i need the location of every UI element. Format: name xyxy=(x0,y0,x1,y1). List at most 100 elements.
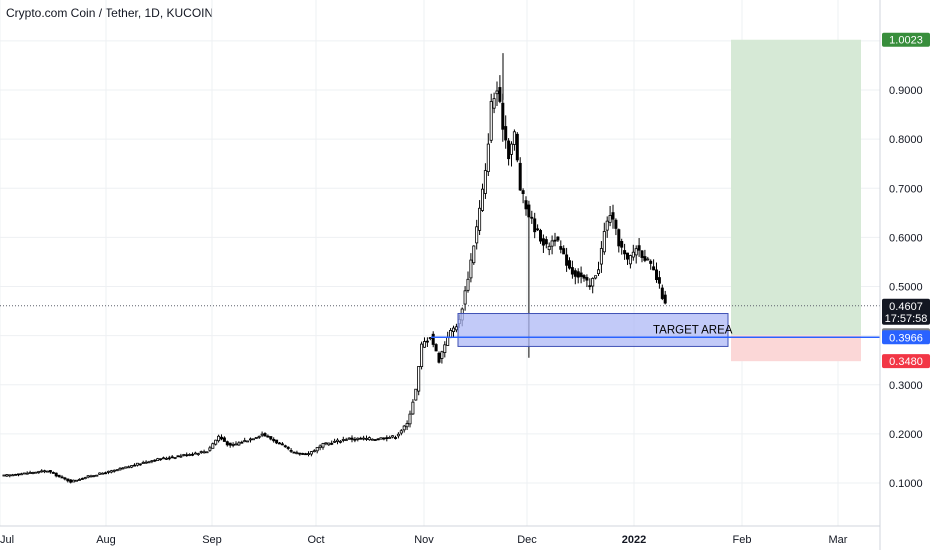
candle-body xyxy=(634,248,638,256)
candle-body xyxy=(568,260,572,269)
candle-body xyxy=(115,469,119,472)
candle-body xyxy=(31,472,35,474)
candle-body xyxy=(498,87,502,102)
candle-body xyxy=(104,472,108,475)
candle-body xyxy=(77,479,81,481)
candle-body xyxy=(521,190,525,195)
candle-body xyxy=(588,285,592,288)
candle-body xyxy=(22,472,26,475)
x-tick-label: Aug xyxy=(96,534,116,546)
candle-body xyxy=(495,90,499,95)
candle-body xyxy=(475,226,479,244)
candle-body xyxy=(559,246,563,250)
candle-body xyxy=(80,478,84,480)
candle-body xyxy=(518,162,522,191)
candle-body xyxy=(657,277,661,284)
candle-body xyxy=(150,460,154,463)
candle-body xyxy=(106,470,110,473)
candle-body xyxy=(11,474,15,477)
candle-body xyxy=(144,461,148,464)
candle-body xyxy=(309,451,313,455)
candle-body xyxy=(46,470,50,473)
candle-body xyxy=(446,337,450,346)
candle-body xyxy=(28,472,32,474)
x-tick-label: Feb xyxy=(733,534,752,546)
candle-body xyxy=(176,455,180,458)
time-axis[interactable]: Jul Aug Sep Oct Nov Dec 2022 Feb Mar xyxy=(0,525,880,546)
candle-body xyxy=(663,294,667,304)
y-tick-label: 0.5000 xyxy=(889,282,923,294)
candle-body xyxy=(391,435,395,438)
overlays: TARGET AREA xyxy=(0,305,880,347)
candle-body xyxy=(591,277,595,287)
candle-body xyxy=(579,272,583,277)
candle-body xyxy=(652,266,656,271)
candle-body xyxy=(483,170,487,194)
candle-body xyxy=(257,435,261,438)
candle-body xyxy=(130,465,134,468)
candle-body xyxy=(611,212,615,220)
candle-body xyxy=(428,337,432,340)
candle-body xyxy=(507,140,511,160)
candle-body xyxy=(222,437,226,442)
candle-body xyxy=(524,200,528,210)
candle-body xyxy=(72,479,76,483)
candle-body xyxy=(205,451,209,454)
candle-body xyxy=(338,440,342,443)
profit-target-tag-bg xyxy=(882,32,930,47)
candle-body xyxy=(359,437,363,440)
candle-body xyxy=(466,278,470,291)
candle-body xyxy=(515,133,519,161)
stop-zone xyxy=(731,335,861,362)
candle-body xyxy=(321,443,325,448)
candle-body xyxy=(411,401,415,415)
candle-body xyxy=(156,458,160,461)
candle-body xyxy=(153,459,157,462)
candle-body xyxy=(576,271,580,278)
candle-body xyxy=(637,245,641,251)
candle-body xyxy=(480,188,484,211)
price-axis[interactable]: 0.10000.20000.30000.40000.50000.60000.70… xyxy=(879,0,923,550)
candle-body xyxy=(48,470,52,473)
candle-body xyxy=(269,436,273,440)
candle-body xyxy=(19,473,23,476)
blue-level-tag-bg xyxy=(882,330,930,345)
candle-body xyxy=(167,457,171,460)
candle-body xyxy=(451,327,455,332)
candle-body xyxy=(63,477,67,480)
candle-body xyxy=(536,228,540,231)
candle-body xyxy=(623,250,627,255)
candle-body xyxy=(399,430,403,434)
candle-body xyxy=(405,423,409,428)
candle-body xyxy=(440,351,444,359)
candle-body xyxy=(301,453,305,455)
candle-body xyxy=(640,250,644,258)
candle-body xyxy=(420,343,424,367)
y-tick-label: 0.1000 xyxy=(889,478,923,490)
candle-body xyxy=(541,238,545,246)
candle-body xyxy=(43,470,47,473)
candle-body xyxy=(118,467,122,471)
candle-body xyxy=(544,239,548,245)
candle-body xyxy=(217,435,221,442)
candle-body xyxy=(266,435,270,438)
candle-body xyxy=(298,452,302,455)
candle-body xyxy=(562,248,566,255)
candle-body xyxy=(237,442,241,446)
candle-body xyxy=(631,251,635,258)
candle-body xyxy=(182,454,186,456)
candle-body xyxy=(582,275,586,279)
candle-body xyxy=(565,254,569,266)
candle-body xyxy=(414,388,418,401)
candle-body xyxy=(597,269,601,275)
candle-body xyxy=(306,453,310,455)
target-zone-rect xyxy=(457,313,729,347)
candle-body xyxy=(101,472,105,475)
candle-body xyxy=(8,474,12,477)
candle-body xyxy=(147,461,151,464)
candle-body xyxy=(138,463,142,466)
candle-body xyxy=(243,440,247,443)
position-zones xyxy=(731,39,861,362)
